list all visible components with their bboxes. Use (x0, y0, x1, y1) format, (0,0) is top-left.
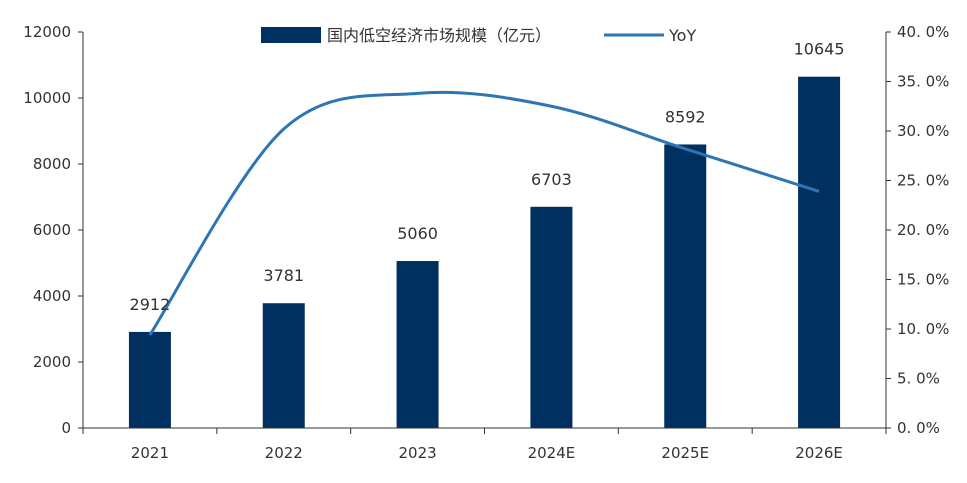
y-right-tick-label-35: 35. 0% (897, 73, 949, 91)
x-tick-label-2021: 2021 (131, 444, 169, 462)
data-label-2026E: 10645 (794, 40, 845, 59)
data-label-2025E: 8592 (665, 107, 706, 126)
data-label-2024E: 6703 (531, 170, 572, 189)
x-tick-label-2026E: 2026E (795, 444, 843, 462)
y-right-tick-label-30: 30. 0% (897, 122, 949, 140)
x-tick-label-2025E: 2025E (661, 444, 709, 462)
y-left-tick-label-6000: 6000 (33, 221, 71, 239)
y-right-tick-label-10: 10. 0% (897, 320, 949, 338)
legend: 国内低空经济市场规模（亿元） YoY (261, 26, 696, 45)
y-left-tick-label-8000: 8000 (33, 155, 71, 173)
y-left-tick-label-12000: 12000 (23, 23, 71, 41)
x-tick-label-2022: 2022 (265, 444, 303, 462)
data-label-2023: 5060 (397, 224, 438, 243)
y-right-tick-label-20: 20. 0% (897, 221, 949, 239)
y-left-tick-label-4000: 4000 (33, 287, 71, 305)
data-label-2022: 3781 (263, 266, 304, 285)
y-left-tick-label-10000: 10000 (23, 89, 71, 107)
y-right-tick-label-5: 5. 0% (897, 370, 940, 388)
legend-bar-swatch (261, 27, 321, 43)
x-tick-label-2023: 2023 (398, 444, 436, 462)
y-right-tick-label-40: 40. 0% (897, 23, 949, 41)
bar-2023 (396, 261, 439, 428)
yoy-line (148, 90, 820, 336)
bars-layer (128, 76, 841, 429)
labels-layer: 2912 3781 5060 6703 8592 10645 (130, 40, 845, 314)
data-label-2021: 2912 (130, 295, 171, 314)
legend-line-label: YoY (668, 26, 696, 45)
y-left-tick-label-2000: 2000 (33, 353, 71, 371)
legend-bar-label: 国内低空经济市场规模（亿元） (327, 26, 551, 45)
bar-2022 (262, 303, 305, 428)
y-right-tick-label-15: 15. 0% (897, 271, 949, 289)
y-left-tick-label-0: 0 (61, 419, 71, 437)
bar-2026E (798, 76, 841, 428)
y-right-tick-label-25: 25. 0% (897, 172, 949, 190)
x-tick-label-2024E: 2024E (528, 444, 576, 462)
y-right-tick-label-0: 0. 0% (897, 419, 940, 437)
bar-2021 (128, 331, 171, 428)
bar-2024E (530, 206, 573, 428)
line-layer (148, 90, 820, 336)
axes-layer: 0 2000 4000 6000 8000 10000 12000 0. 0% 5. 0% 10.… (23, 23, 949, 462)
bar-2025E (664, 144, 707, 429)
